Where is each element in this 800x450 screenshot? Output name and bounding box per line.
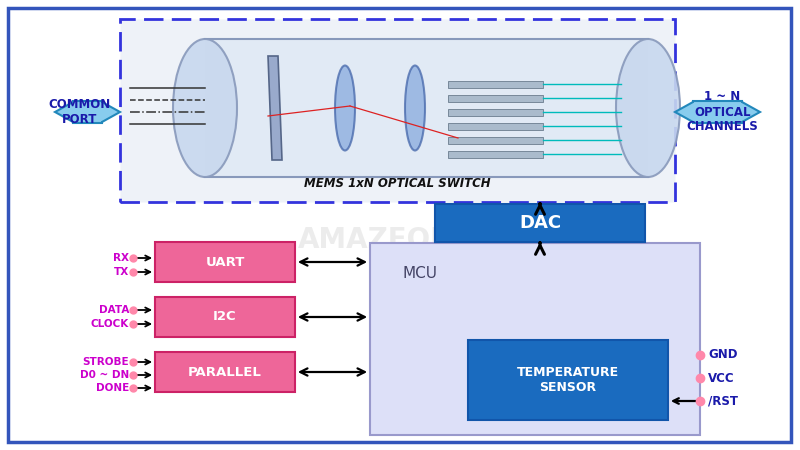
FancyBboxPatch shape (370, 243, 700, 435)
Text: D0 ~ DN: D0 ~ DN (80, 370, 129, 380)
Text: 1 ~ N
OPTICAL
CHANNELS: 1 ~ N OPTICAL CHANNELS (686, 90, 758, 134)
FancyBboxPatch shape (448, 137, 543, 144)
Text: UART: UART (206, 256, 245, 269)
Text: PARALLEL: PARALLEL (188, 365, 262, 378)
Polygon shape (675, 101, 760, 123)
Text: CLOCK: CLOCK (90, 319, 129, 329)
Text: DONE: DONE (96, 383, 129, 393)
Polygon shape (268, 56, 282, 160)
Text: AMAZEOPTIX: AMAZEOPTIX (298, 226, 502, 254)
FancyBboxPatch shape (448, 81, 543, 88)
Text: DATA: DATA (98, 305, 129, 315)
FancyBboxPatch shape (205, 39, 648, 177)
Text: COMMON
PORT: COMMON PORT (48, 98, 110, 126)
Text: I2C: I2C (213, 310, 237, 324)
FancyBboxPatch shape (448, 95, 543, 102)
Text: DAC: DAC (519, 214, 561, 232)
Ellipse shape (335, 66, 355, 150)
FancyBboxPatch shape (155, 297, 295, 337)
Text: /RST: /RST (708, 395, 738, 408)
Text: TEMPERATURE
SENSOR: TEMPERATURE SENSOR (517, 366, 619, 394)
Text: GND: GND (708, 348, 738, 361)
FancyBboxPatch shape (155, 352, 295, 392)
Text: TX: TX (114, 267, 129, 277)
Text: MEMS 1xN OPTICAL SWITCH: MEMS 1xN OPTICAL SWITCH (304, 177, 491, 190)
FancyBboxPatch shape (8, 8, 791, 442)
FancyBboxPatch shape (435, 204, 645, 242)
Ellipse shape (405, 66, 425, 150)
FancyBboxPatch shape (448, 109, 543, 116)
FancyBboxPatch shape (155, 242, 295, 282)
Ellipse shape (173, 39, 237, 177)
Text: VCC: VCC (708, 372, 734, 384)
FancyBboxPatch shape (468, 340, 668, 420)
Text: STROBE: STROBE (82, 357, 129, 367)
FancyBboxPatch shape (448, 123, 543, 130)
Text: RX: RX (113, 253, 129, 263)
FancyBboxPatch shape (120, 19, 675, 202)
Text: MCU: MCU (402, 266, 438, 280)
Ellipse shape (616, 39, 680, 177)
FancyBboxPatch shape (448, 151, 543, 158)
Polygon shape (55, 101, 120, 123)
